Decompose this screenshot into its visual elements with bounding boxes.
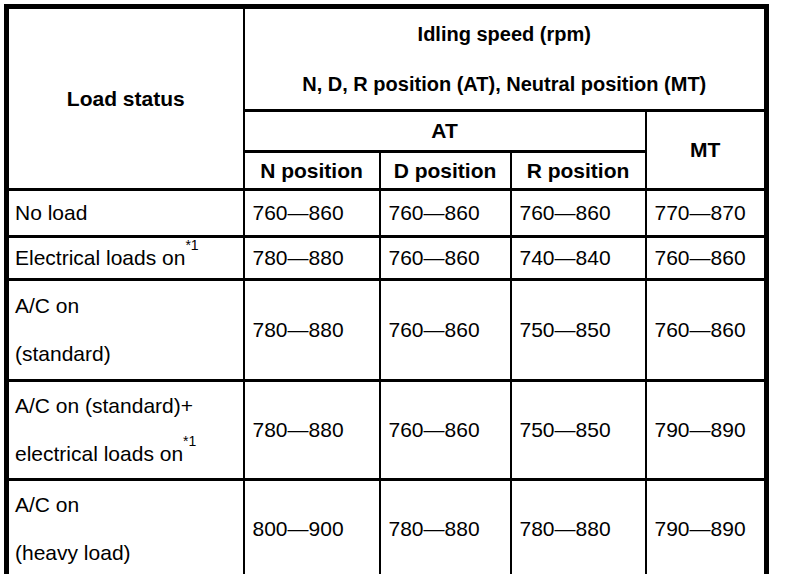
table-row-no-load: No load 760—860 760—860 760—860 770—870 bbox=[7, 190, 767, 237]
table-row-ac-standard-electrical: A/C on (standard)+ electrical loads on*1… bbox=[7, 381, 767, 480]
mt-header-cell: MT bbox=[646, 111, 767, 190]
row-label-electrical-loads: Electrical loads on*1 bbox=[7, 237, 244, 280]
value-cell-mt: 770—870 bbox=[646, 190, 767, 237]
value-cell-d: 760—860 bbox=[380, 280, 511, 381]
row-label-ac-standard: A/C on (standard) bbox=[7, 280, 244, 381]
label-line: electrical loads on*1 bbox=[15, 430, 243, 478]
value-cell-n: 780—880 bbox=[244, 237, 380, 280]
row-label-ac-standard-electrical: A/C on (standard)+ electrical loads on*1 bbox=[7, 381, 244, 480]
load-status-header-cell: Load status bbox=[7, 7, 244, 190]
value-cell-d: 780—880 bbox=[380, 480, 511, 574]
table-row-electrical-loads: Electrical loads on*1 780—880 760—860 74… bbox=[7, 237, 767, 280]
row-label-text: (heavy load) bbox=[15, 541, 131, 564]
row-label-text: No load bbox=[15, 201, 87, 224]
idling-speed-subtitle: N, D, R position (AT), Neutral position … bbox=[245, 59, 765, 109]
value-cell-n: 780—880 bbox=[244, 280, 380, 381]
label-line: A/C on (standard)+ bbox=[15, 382, 243, 430]
value-cell-n: 760—860 bbox=[244, 190, 380, 237]
value-cell-mt: 760—860 bbox=[646, 237, 767, 280]
label-line: (heavy load) bbox=[15, 529, 243, 574]
at-header-cell: AT bbox=[244, 111, 646, 152]
value-cell-d: 760—860 bbox=[380, 190, 511, 237]
value-cell-d: 760—860 bbox=[380, 381, 511, 480]
value-cell-r: 760—860 bbox=[511, 190, 646, 237]
row-label-no-load: No load bbox=[7, 190, 244, 237]
label-line: A/C on bbox=[15, 282, 243, 330]
row-label-text: (standard) bbox=[15, 342, 111, 365]
row-label-text: electrical loads on bbox=[15, 442, 183, 465]
footnote-marker: *1 bbox=[185, 237, 198, 253]
row-label-text: A/C on bbox=[15, 493, 79, 516]
header-row-main: Load status Idling speed (rpm) N, D, R p… bbox=[7, 7, 767, 111]
label-line: A/C on bbox=[15, 481, 243, 529]
row-label-ac-heavy-load: A/C on (heavy load) bbox=[7, 480, 244, 574]
value-cell-mt: 790—890 bbox=[646, 480, 767, 574]
value-cell-mt: 760—860 bbox=[646, 280, 767, 381]
footnote-marker: *1 bbox=[183, 433, 196, 449]
n-position-header-cell: N position bbox=[244, 152, 380, 190]
value-cell-mt: 790—890 bbox=[646, 381, 767, 480]
label-line: (standard) bbox=[15, 330, 243, 378]
table-row-ac-heavy-load: A/C on (heavy load) 800—900 780—880 780—… bbox=[7, 480, 767, 574]
manual-page: Load status Idling speed (rpm) N, D, R p… bbox=[0, 0, 800, 574]
row-label-text: A/C on (standard)+ bbox=[15, 394, 193, 417]
d-position-header-cell: D position bbox=[380, 152, 511, 190]
value-cell-r: 740—840 bbox=[511, 237, 646, 280]
value-cell-r: 750—850 bbox=[511, 381, 646, 480]
value-cell-n: 780—880 bbox=[244, 381, 380, 480]
idling-speed-header-cell: Idling speed (rpm) N, D, R position (AT)… bbox=[244, 7, 767, 111]
r-position-header-cell: R position bbox=[511, 152, 646, 190]
row-label-text: A/C on bbox=[15, 294, 79, 317]
value-cell-r: 780—880 bbox=[511, 480, 646, 574]
value-cell-n: 800—900 bbox=[244, 480, 380, 574]
idling-speed-table: Load status Idling speed (rpm) N, D, R p… bbox=[4, 4, 769, 574]
value-cell-d: 760—860 bbox=[380, 237, 511, 280]
table-row-ac-standard: A/C on (standard) 780—880 760—860 750—85… bbox=[7, 280, 767, 381]
row-label-text: Electrical loads on bbox=[15, 246, 185, 269]
idling-speed-title: Idling speed (rpm) bbox=[245, 9, 765, 59]
value-cell-r: 750—850 bbox=[511, 280, 646, 381]
